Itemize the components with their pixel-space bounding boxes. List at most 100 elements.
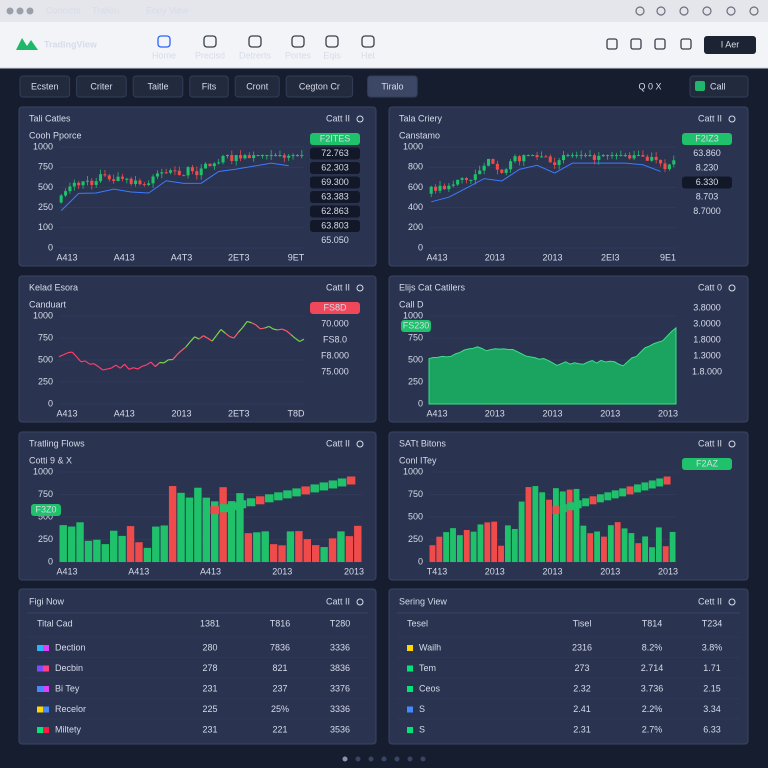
- panel-menu[interactable]: [356, 440, 364, 448]
- panel-menu[interactable]: [728, 115, 736, 123]
- page-dot[interactable]: [368, 756, 374, 762]
- browser-icon[interactable]: [702, 6, 712, 16]
- toolbar-search[interactable]: Q 0 X: [638, 81, 661, 91]
- price-tag-label: F2IZ3: [695, 133, 719, 143]
- browser-tab[interactable]: Tralion: [92, 5, 119, 15]
- y-tick-label: 750: [38, 332, 53, 342]
- panel-action[interactable]: Catt II: [326, 282, 350, 292]
- step-block: [255, 496, 265, 505]
- panel-subtitle: Canstamo: [399, 130, 440, 140]
- line-segment: [211, 335, 217, 342]
- line-segment: [251, 322, 257, 326]
- volume-bar: [354, 525, 362, 562]
- candle-body: [278, 155, 282, 157]
- toolbar-button[interactable]: [367, 75, 418, 98]
- nav-icon[interactable]: [248, 35, 262, 48]
- nav-tool-icon[interactable]: [606, 38, 618, 50]
- page-dot[interactable]: [342, 756, 348, 762]
- toolbar-label[interactable]: Fits: [202, 81, 217, 91]
- volume-bar: [118, 535, 126, 562]
- nav-tool-icon[interactable]: [630, 38, 642, 50]
- price-tag: [310, 220, 360, 232]
- y-tick-label: 1000: [33, 466, 53, 476]
- x-tick-label: A413: [56, 566, 77, 576]
- toolbar-label[interactable]: Tiralo: [381, 81, 403, 91]
- toolbar-button[interactable]: [132, 75, 184, 98]
- volume-bar: [59, 525, 67, 562]
- nav-bar: [0, 22, 768, 68]
- toolbar-label[interactable]: Ecsten: [31, 81, 59, 91]
- nav-item[interactable]: Precisd: [195, 50, 225, 60]
- page-dot[interactable]: [420, 756, 426, 762]
- page-dot[interactable]: [381, 756, 387, 762]
- browser-tab[interactable]: Eopy View: [146, 5, 189, 15]
- browser-tab[interactable]: Concicts: [46, 5, 81, 15]
- panel-action[interactable]: Catt 0: [698, 282, 722, 292]
- panel-menu[interactable]: [356, 115, 364, 123]
- table-title: Sering View: [399, 596, 447, 606]
- toolbar-button[interactable]: [189, 75, 229, 98]
- toolbar-label[interactable]: Cegton Cr: [299, 81, 340, 91]
- call-button[interactable]: [689, 75, 749, 98]
- volume-bar: [553, 488, 559, 562]
- candle-body: [526, 155, 530, 157]
- volume-bar: [67, 526, 76, 562]
- table-cell: 231: [202, 683, 217, 693]
- price-tag: [310, 176, 360, 189]
- nav-icon[interactable]: [157, 35, 171, 48]
- volume-bar: [219, 487, 227, 562]
- nav-item[interactable]: Het: [361, 50, 376, 60]
- toolbar-button[interactable]: [19, 75, 71, 98]
- table-action[interactable]: Cett II: [698, 596, 722, 606]
- candle-body: [243, 155, 247, 159]
- toolbar-label[interactable]: Taitle: [147, 81, 168, 91]
- page-dot[interactable]: [407, 756, 413, 762]
- panel-action[interactable]: Catt II: [698, 113, 722, 123]
- nav-icon[interactable]: [291, 35, 305, 48]
- candle-body: [579, 155, 583, 157]
- toolbar-button[interactable]: [234, 75, 280, 98]
- candle-body: [566, 155, 570, 157]
- nav-item[interactable]: Detrerts: [239, 50, 272, 60]
- row-name: Dection: [55, 642, 86, 652]
- price-tag: [310, 147, 360, 160]
- candle-body: [64, 191, 68, 196]
- volume-bar: [211, 501, 219, 562]
- browser-icon[interactable]: [749, 6, 759, 16]
- browser-icon[interactable]: [679, 6, 689, 16]
- toolbar-label[interactable]: Criter: [90, 81, 112, 91]
- toolbar-button[interactable]: [285, 75, 354, 98]
- moving-average: [431, 162, 661, 203]
- page-dot[interactable]: [394, 756, 400, 762]
- panel-action[interactable]: Catt II: [698, 438, 722, 448]
- panel-menu[interactable]: [728, 440, 736, 448]
- nav-item[interactable]: Home: [152, 50, 176, 60]
- toolbar-label[interactable]: Cront: [246, 81, 269, 91]
- call-label[interactable]: Call: [710, 81, 726, 91]
- panel-action[interactable]: Catt II: [326, 438, 350, 448]
- table-action[interactable]: Catt II: [326, 596, 350, 606]
- account-button[interactable]: [704, 36, 756, 54]
- page-dot[interactable]: [355, 756, 361, 762]
- browser-icon[interactable]: [726, 6, 736, 16]
- volume-bar: [101, 544, 109, 562]
- account-label[interactable]: I Aer: [721, 39, 740, 49]
- nav-item[interactable]: Portes: [285, 50, 312, 60]
- nav-tool-icon[interactable]: [654, 38, 666, 50]
- browser-icon[interactable]: [635, 6, 645, 16]
- nav-item[interactable]: Eqis: [323, 50, 341, 60]
- nav-icon[interactable]: [361, 35, 375, 48]
- panel-action[interactable]: Catt II: [326, 113, 350, 123]
- nav-tool-icon[interactable]: [680, 38, 692, 50]
- browser-icon[interactable]: [656, 6, 666, 16]
- table-menu[interactable]: [356, 598, 364, 606]
- nav-icon[interactable]: [325, 35, 339, 48]
- panel-menu[interactable]: [356, 284, 364, 292]
- nav-icon[interactable]: [203, 35, 217, 48]
- row-icon: [407, 686, 413, 692]
- toolbar-button[interactable]: [76, 75, 127, 98]
- panel-menu[interactable]: [728, 284, 736, 292]
- y-tick-label: 250: [408, 376, 423, 386]
- table-menu[interactable]: [728, 598, 736, 606]
- volume-bar: [559, 491, 566, 562]
